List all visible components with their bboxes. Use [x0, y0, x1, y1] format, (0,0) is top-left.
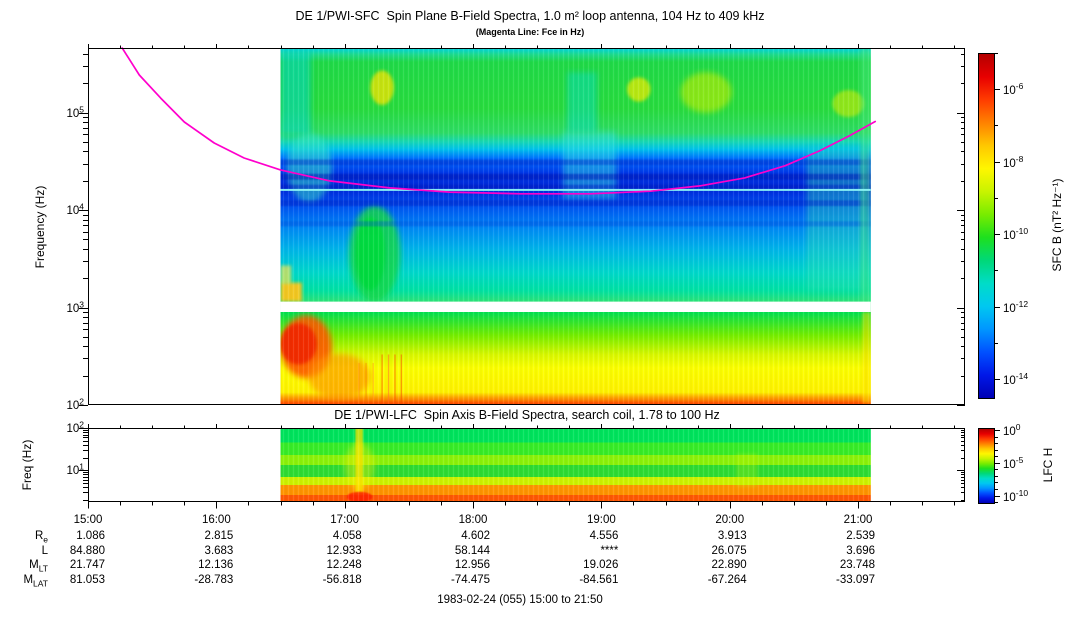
ephemeris-value: 19.026: [583, 559, 619, 571]
ephemeris-value: ****: [600, 545, 619, 557]
spectrogram-data-region: [280, 48, 871, 405]
lfc-y-tick-label: 102: [66, 419, 84, 436]
ephemeris-value: 12.136: [198, 559, 234, 571]
horizontal-emission-line: [280, 188, 871, 191]
ephemeris-value: -28.783: [194, 574, 234, 586]
ephemeris-value: 4.058: [332, 530, 362, 542]
x-axis-hour-label: 15:00: [73, 514, 103, 526]
ephemeris-value: 12.933: [326, 545, 362, 557]
sfc-colorbar-label: SFC B (nT² Hz⁻¹): [1050, 178, 1064, 272]
sfc-colorbar-tick: [994, 53, 998, 54]
ephemeris-value: 4.602: [461, 530, 491, 542]
lfc-colorbar-tick: [994, 469, 998, 471]
ephemeris-row-label: Re: [34, 530, 48, 545]
x-axis-hour-label: 17:00: [330, 514, 360, 526]
ephemeris-value: 26.075: [711, 545, 747, 557]
axis-ticks: [79, 424, 965, 509]
main-title: DE 1/PWI-SFC Spin Plane B-Field Spectra,…: [295, 9, 765, 23]
lfc-colorbar-tick: [994, 449, 998, 451]
lfc-colorbar-tick: [994, 436, 998, 438]
lfc-colorbar-tick: [994, 462, 1000, 464]
lfc-colorbar-tick-label: 100: [1003, 422, 1021, 438]
sfc-y-tick-label: 105: [66, 103, 84, 120]
sfc-y-tick-label: 104: [66, 201, 84, 218]
lfc-colorbar-label: LFC H: [1041, 447, 1055, 483]
sfc-colorbar-tick: [994, 234, 1000, 236]
ephemeris-value: 3.683: [204, 545, 234, 557]
ephemeris-value: 2.815: [204, 530, 234, 542]
axis-ticks: [79, 44, 965, 406]
x-axis-hour-label: 21:00: [843, 514, 873, 526]
lfc-y-axis-label: Freq (Hz): [20, 439, 34, 491]
lfc-colorbar-tick: [994, 443, 998, 445]
lfc-colorbar-tick: [994, 488, 998, 490]
sfc-colorbar-tick: [994, 378, 1000, 380]
sfc-colorbar: [978, 53, 995, 399]
x-axis-hour-label: 19:00: [586, 514, 616, 526]
x-axis-hour-label: 16:00: [201, 514, 231, 526]
footer-date-range: 1983-02-24 (055) 15:00 to 21:50: [437, 594, 603, 606]
ephemeris-value: 81.053: [69, 574, 105, 586]
x-axis-hour-label: 18:00: [458, 514, 488, 526]
lfc-spectrogram: [79, 424, 965, 509]
ephemeris-row-label: MLAT: [23, 574, 48, 589]
lfc-colorbar-tick: [994, 456, 998, 458]
ephemeris-value: 84.880: [69, 545, 105, 557]
sfc-colorbar-tick-label: 10-14: [1003, 370, 1029, 387]
sfc-spectrogram: [79, 44, 965, 406]
sfc-colorbar-tick-label: 10-10: [1003, 226, 1029, 243]
ephemeris-value: -74.475: [451, 574, 491, 586]
x-axis-hour-label: 20:00: [715, 514, 745, 526]
ephemeris-value: -33.097: [836, 574, 876, 586]
lfc-colorbar-tick: [994, 482, 998, 484]
ephemeris-value: 1.086: [76, 530, 105, 542]
lfc-colorbar-tick-label: 10-10: [1003, 487, 1029, 504]
ephemeris-value: -84.561: [579, 574, 619, 586]
sfc-colorbar-tick: [994, 306, 1000, 308]
lfc-colorbar-tick-label: 10-5: [1003, 454, 1024, 471]
ephemeris-value: 23.748: [839, 559, 876, 571]
ephemeris-value: 21.747: [69, 559, 105, 571]
sfc-y-tick-label: 103: [66, 298, 84, 315]
spectrogram-data-region: [280, 428, 871, 502]
ephemeris-value: -67.264: [707, 574, 747, 586]
sfc-colorbar-tick: [994, 89, 1000, 91]
sfc-colorbar-tick: [994, 270, 998, 272]
ephemeris-row-label: L: [41, 545, 48, 557]
sfc-colorbar-tick: [994, 161, 1000, 163]
lfc-title: DE 1/PWI-LFC Spin Axis B-Field Spectra, …: [334, 408, 720, 422]
ephemeris-value: 4.556: [589, 530, 619, 542]
ephemeris-value: 12.248: [326, 559, 362, 571]
lfc-colorbar-tick: [994, 502, 998, 503]
ephemeris-value: 2.539: [846, 530, 876, 542]
lfc-colorbar-tick: [994, 430, 1000, 431]
lfc-y-tick-label: 101: [66, 461, 84, 478]
lfc-colorbar: [978, 428, 995, 504]
sfc-y-axis-label: Frequency (Hz): [33, 185, 47, 269]
ephemeris-value: 3.913: [717, 530, 747, 542]
ephemeris-value: 22.890: [711, 559, 747, 571]
ephemeris-value: -56.818: [322, 574, 362, 586]
ephemeris-value: 3.696: [846, 545, 876, 557]
sfc-colorbar-tick-label: 10-8: [1003, 153, 1024, 170]
sfc-colorbar-tick-label: 10-6: [1003, 81, 1024, 98]
lfc-colorbar-tick: [994, 495, 1000, 497]
ephemeris-row-label: MLT: [29, 559, 48, 574]
lfc-colorbar-tick: [994, 475, 998, 477]
sfc-colorbar-tick: [994, 125, 998, 127]
main-subtitle: (Magenta Line: Fce in Hz): [475, 27, 585, 37]
ephemeris-value: 58.144: [454, 545, 491, 557]
sfc-y-tick-label: 102: [66, 396, 84, 413]
sfc-colorbar-tick-label: 10-12: [1003, 298, 1029, 315]
sfc-colorbar-tick: [994, 342, 998, 344]
fce-line: [121, 47, 877, 195]
sfc-colorbar-tick: [994, 197, 998, 199]
ephemeris-value: 12.956: [454, 559, 491, 571]
